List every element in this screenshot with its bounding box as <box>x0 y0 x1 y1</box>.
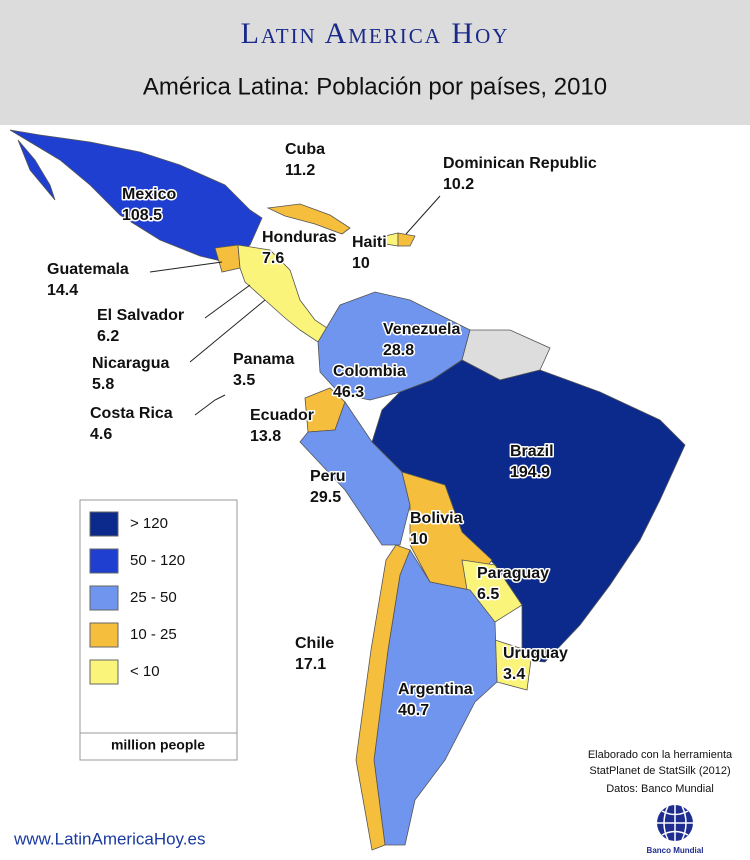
country-population: 4.6 <box>90 426 112 443</box>
legend-swatch <box>89 585 119 611</box>
header-title: Latin America Hoy <box>241 17 510 50</box>
legend-label: 25 - 50 <box>130 589 177 606</box>
country-population: 29.5 <box>310 489 341 506</box>
country-name: Haiti <box>352 234 387 251</box>
country-name: Cuba <box>285 141 325 158</box>
header-band <box>0 0 750 125</box>
legend-swatch <box>89 548 119 574</box>
country-population: 5.8 <box>92 376 114 393</box>
country-population: 10 <box>410 531 428 548</box>
country-name: Chile <box>295 635 334 652</box>
credit-line: StatPlanet de StatSilk (2012) <box>589 765 730 777</box>
logo-text: Banco Mundial <box>647 846 704 855</box>
legend-swatch <box>89 659 119 685</box>
country-name: Nicaragua <box>92 355 169 372</box>
website: www.LatinAmericaHoy.es <box>13 829 205 848</box>
country-shape <box>214 244 241 273</box>
country-population: 3.4 <box>503 666 525 683</box>
leader-line <box>189 299 266 363</box>
country-shape <box>355 544 411 851</box>
country-name: Paraguay <box>477 565 549 582</box>
country-shape <box>266 203 351 235</box>
country-population: 28.8 <box>383 342 414 359</box>
country-name: Argentina <box>398 681 473 698</box>
country-name: Venezuela <box>383 321 460 338</box>
country-name: Costa Rica <box>90 405 173 422</box>
legend: > 120 50 - 120 25 - 50 10 - 25 < 10 million … <box>79 499 238 761</box>
country-shape <box>9 129 263 263</box>
header-subtitle: América Latina: Población por países, 20… <box>143 73 607 100</box>
country-name: El Salvador <box>97 307 184 324</box>
country-name: Panama <box>233 351 294 368</box>
country-name: Ecuador <box>250 407 314 424</box>
legend-label: < 10 <box>130 663 160 680</box>
country-name: Colombia <box>333 363 406 380</box>
country-population: 6.2 <box>97 328 119 345</box>
credit-line: Datos: Banco Mundial <box>606 783 714 795</box>
country-name: Uruguay <box>503 645 568 662</box>
country-population: 46.3 <box>333 384 364 401</box>
country-labels: Cuba 11.2 Dominican Republic 10.2 Mexico 108.… <box>46 140 599 721</box>
leader-line <box>194 394 226 416</box>
country-name: Peru <box>310 468 346 485</box>
country-name: Dominican Republic <box>443 155 597 172</box>
legend-items: > 120 50 - 120 25 - 50 10 - 25 < 10 <box>89 511 185 685</box>
leader-lines <box>149 195 441 416</box>
country-population: 7.6 <box>262 250 284 267</box>
country-population: 14.4 <box>47 282 78 299</box>
country-population: 3.5 <box>233 372 255 389</box>
country-name: Guatemala <box>47 261 129 278</box>
country-population: 6.5 <box>477 586 499 603</box>
leader-line <box>405 195 441 235</box>
country-shape <box>384 232 399 247</box>
legend-label: 50 - 120 <box>130 552 185 569</box>
legend-unit: million people <box>111 737 205 753</box>
logo-grid <box>657 805 693 841</box>
country-population: 17.1 <box>295 656 326 673</box>
legend-swatch <box>89 622 119 648</box>
country-population: 194.9 <box>510 464 550 481</box>
country-population: 40.7 <box>398 702 429 719</box>
credit-line: Elaborado con la herramienta <box>588 749 733 761</box>
country-name: Bolivia <box>410 510 463 527</box>
country-shape <box>397 232 416 247</box>
legend-swatch <box>89 511 119 537</box>
legend-label: 10 - 25 <box>130 626 177 643</box>
country-name: Honduras <box>262 229 337 246</box>
country-name: Brazil <box>510 443 554 460</box>
country-population: 11.2 <box>285 162 315 179</box>
credits: Elaborado con la herramienta StatPlanet … <box>588 749 733 795</box>
country-population: 13.8 <box>250 428 281 445</box>
leader-line <box>149 261 223 273</box>
country-population: 10 <box>352 255 370 272</box>
country-population: 108.5 <box>122 207 162 224</box>
country-population: 10.2 <box>443 176 474 193</box>
legend-label: > 120 <box>130 515 168 532</box>
leader-line <box>204 284 251 319</box>
country-name: Mexico <box>122 186 176 203</box>
map <box>9 129 686 851</box>
logo: Banco Mundial <box>647 805 704 855</box>
